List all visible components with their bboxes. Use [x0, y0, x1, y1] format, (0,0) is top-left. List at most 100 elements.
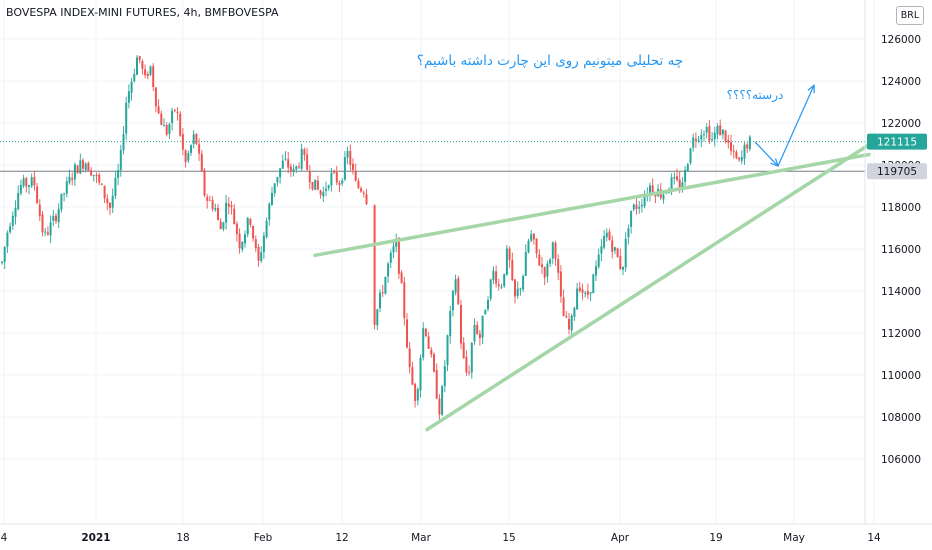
candle-body — [173, 109, 176, 111]
y-tick-label: 112000 — [881, 328, 921, 340]
candle-body — [578, 287, 581, 291]
candle-body — [562, 297, 565, 317]
candle-body — [68, 176, 71, 183]
x-tick-label: 4 — [1, 532, 8, 544]
candle-body — [630, 210, 633, 227]
candle-body — [627, 228, 630, 238]
candle-body — [217, 207, 219, 220]
candle-body — [262, 235, 265, 253]
candle-body — [619, 256, 622, 270]
question-annotation: چه تحلیلی میتونیم روی این چارت داشته باش… — [417, 53, 683, 69]
candle-body — [670, 177, 673, 191]
candle-body — [597, 254, 600, 267]
candle-body — [505, 248, 508, 275]
candle-body — [700, 135, 703, 140]
candle-body — [446, 335, 449, 366]
candle-body — [25, 178, 28, 187]
candle-body — [241, 241, 244, 250]
candle-body — [92, 174, 95, 176]
candle-body — [400, 272, 403, 284]
candle-body — [157, 106, 160, 114]
candle-body — [130, 81, 133, 93]
trendlines[interactable] — [313, 142, 872, 432]
candle-body — [622, 266, 624, 270]
candle-body — [476, 324, 479, 334]
candle-body — [554, 242, 557, 259]
candle-body — [662, 194, 665, 200]
candle-body — [327, 185, 330, 189]
candle-body — [748, 136, 751, 150]
last-price-label: 121115 — [877, 137, 917, 149]
candle-body — [414, 383, 417, 402]
candle-body — [79, 160, 82, 174]
candle-body — [692, 137, 695, 148]
candle-body — [438, 398, 441, 415]
candle-body — [63, 193, 66, 195]
candle-body — [71, 178, 74, 180]
candle-body — [190, 145, 192, 153]
candle-body — [195, 133, 198, 144]
candle-body — [314, 179, 317, 190]
candle-body — [551, 242, 554, 259]
candle-body — [721, 129, 724, 135]
candle-body — [225, 202, 228, 223]
candle-body — [33, 176, 36, 186]
candle-body — [192, 134, 195, 145]
candle-body — [589, 292, 592, 294]
candle-body — [152, 66, 155, 87]
candle-body — [430, 349, 433, 355]
correct-annotation: درسته؟؟؟؟ — [727, 88, 784, 103]
candle-body — [298, 166, 300, 168]
candle-body — [352, 163, 354, 171]
candle-body — [541, 264, 543, 267]
candle-body — [360, 188, 363, 192]
candle-body — [514, 279, 516, 297]
candle-body — [573, 307, 576, 317]
candle-body — [90, 170, 93, 176]
x-tick-label: 19 — [709, 532, 722, 544]
candle-body — [14, 207, 17, 217]
candle-body — [735, 151, 738, 159]
candle-body — [319, 190, 322, 195]
candle-body — [330, 172, 333, 186]
candle-body — [109, 202, 111, 209]
x-tick-label: 18 — [176, 532, 189, 544]
candle-body — [106, 198, 109, 204]
candle-body — [362, 192, 365, 194]
y-tick-label: 116000 — [881, 244, 921, 256]
candle-body — [273, 183, 276, 194]
candle-body — [343, 157, 346, 180]
candle-body — [678, 179, 681, 190]
candle-body — [503, 273, 506, 287]
currency-badge[interactable]: BRL — [896, 6, 924, 25]
candle-body — [387, 263, 390, 277]
grid-lines — [0, 0, 875, 524]
candle-body — [616, 248, 619, 258]
candle-body — [703, 134, 705, 136]
x-tick-label: Apr — [611, 532, 630, 544]
candle-body — [187, 153, 190, 161]
candle-body — [516, 288, 519, 296]
candle-body — [235, 223, 238, 235]
candle-body — [543, 267, 546, 278]
arrow-head — [807, 83, 815, 94]
y-tick-label: 118000 — [881, 202, 921, 214]
candle-body — [373, 205, 376, 325]
candle-body — [686, 164, 689, 172]
candle-body — [246, 217, 249, 235]
candle-body — [600, 246, 603, 254]
candle-body — [144, 69, 147, 76]
candle-body — [527, 240, 530, 253]
candle-body — [289, 166, 292, 171]
candle-body — [87, 162, 90, 171]
candle-body — [141, 61, 144, 69]
candle-body — [422, 328, 425, 358]
candle-body — [651, 185, 654, 193]
candle-body — [136, 57, 138, 75]
candle-body — [435, 369, 438, 399]
candle-body — [9, 226, 12, 233]
candle-body — [114, 177, 117, 196]
candle-body — [532, 233, 535, 240]
candle-body — [287, 159, 290, 168]
